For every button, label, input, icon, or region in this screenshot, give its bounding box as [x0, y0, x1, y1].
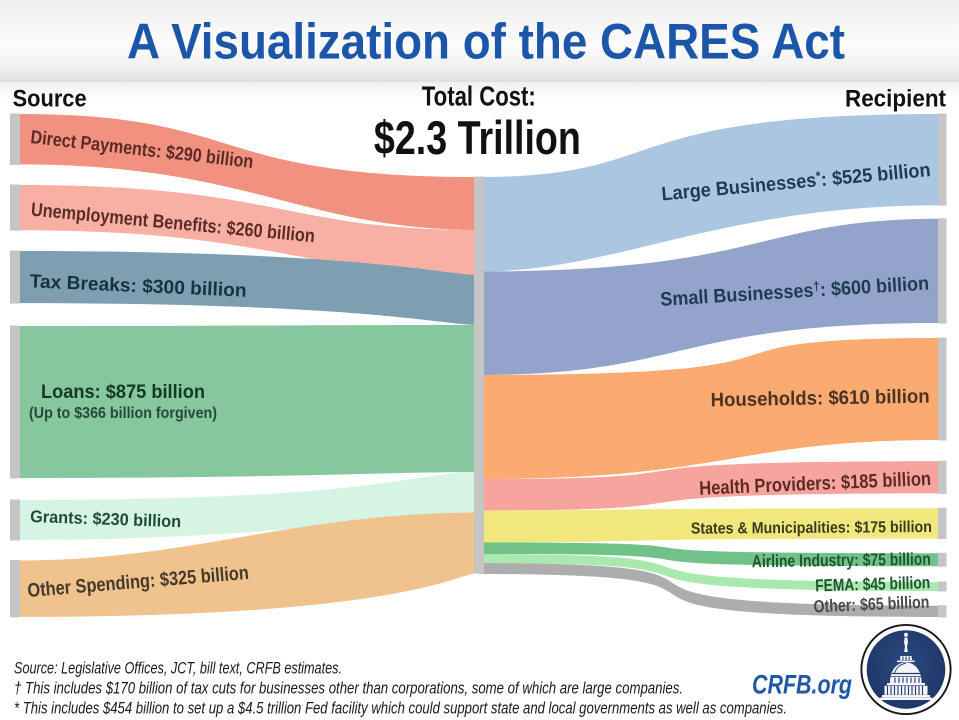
svg-text:Households: $610 billion: Households: $610 billion	[710, 386, 929, 412]
svg-text:A Visualization of the CARES A: A Visualization of the CARES Act	[127, 14, 845, 70]
svg-text:Loans: $875 billion: Loans: $875 billion	[41, 382, 205, 403]
svg-text:Source: Source	[13, 86, 87, 113]
svg-text:Airline Industry: $75 billion: Airline Industry: $75 billion	[752, 549, 931, 571]
svg-text:* This includes $454 billion t: * This includes $454 billion to set up a…	[14, 700, 787, 718]
svg-text:Other: $65 billion: Other: $65 billion	[813, 592, 930, 617]
svg-text:(Up to $366 billion forgiven): (Up to $366 billion forgiven)	[29, 405, 217, 422]
svg-text:CRFB.org: CRFB.org	[752, 670, 852, 700]
svg-text:Recipient: Recipient	[845, 86, 946, 113]
svg-text:States & Municipalities: $175: States & Municipalities: $175 billion	[691, 519, 932, 538]
svg-text:† This includes $170 billion o: † This includes $170 billion of tax cuts…	[14, 680, 683, 698]
svg-text:FEMA: $45 billion: FEMA: $45 billion	[815, 572, 931, 595]
svg-text:Total Cost:: Total Cost:	[422, 81, 536, 112]
svg-text:$2.3 Trillion: $2.3 Trillion	[374, 111, 581, 164]
svg-text:Source: Legislative Offices, J: Source: Legislative Offices, JCT, bill t…	[14, 660, 342, 678]
